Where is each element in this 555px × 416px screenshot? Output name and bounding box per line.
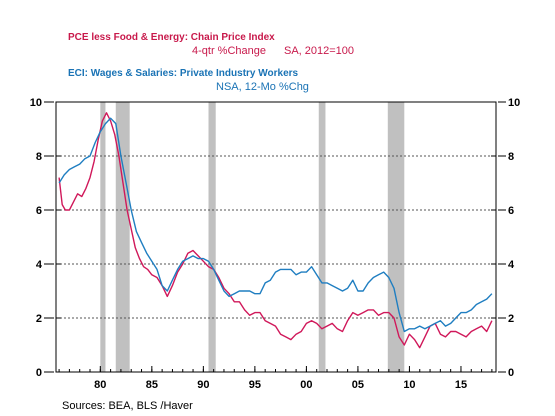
source-note: Sources: BEA, BLS /Haver [62,400,193,412]
recession-band-5 [387,102,405,372]
y-tick-label-right-8: 8 [508,151,514,163]
eci-series-line [58,117,493,333]
recession-band-2 [115,102,130,372]
y-tick-label-left-10: 10 [30,97,42,109]
x-tick-label-80: 80 [94,379,106,391]
y-tick-label-right-0: 0 [508,367,514,379]
x-tick-label-05: 05 [352,379,364,391]
eci-legend-sub: NSA, 12-Mo %Chg [216,81,309,93]
pce-legend-sub-change: 4-qtr %Change [192,45,266,57]
recession-band-4 [318,102,326,372]
x-tick-label-00: 00 [300,379,312,391]
pce-legend-title: PCE less Food & Energy: Chain Price Inde… [68,32,275,43]
y-tick-label-right-4: 4 [508,259,515,271]
recession-band-3 [208,102,216,372]
x-tick-label-15: 15 [455,379,467,391]
eci-legend-title: ECI: Wages & Salaries: Private Industry … [68,68,299,79]
pce-legend-sub-basis: SA, 2012=100 [284,45,354,57]
y-tick-label-right-2: 2 [508,313,514,325]
y-tick-label-left-0: 0 [36,367,42,379]
y-tick-label-left-8: 8 [36,151,42,163]
y-tick-label-left-6: 6 [36,205,42,217]
x-tick-label-90: 90 [197,379,209,391]
x-tick-label-95: 95 [249,379,261,391]
pce-series-line [58,112,493,349]
y-tick-label-right-10: 10 [508,97,520,109]
recession-bands [100,102,405,372]
y-tick-label-right-6: 6 [508,205,514,217]
gridlines [56,155,496,319]
plot-border [55,101,497,373]
plot-frame [55,101,497,373]
series-lines [58,112,493,349]
y-tick-label-left-2: 2 [36,313,42,325]
x-tick-label-85: 85 [146,379,158,391]
recession-band-1 [100,102,106,372]
x-tick-label-10: 10 [403,379,415,391]
y-tick-label-left-4: 4 [36,259,43,271]
